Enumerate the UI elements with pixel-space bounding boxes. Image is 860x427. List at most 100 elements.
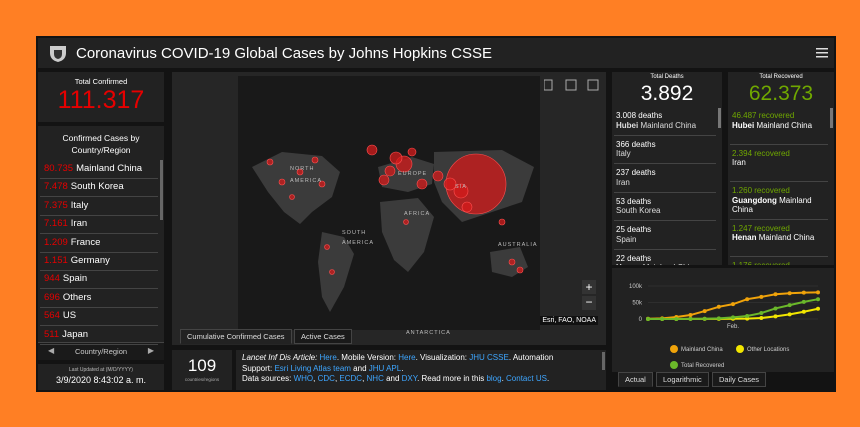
info-link[interactable]: Esri Living Atlas team bbox=[274, 363, 351, 373]
country-row[interactable]: 1.151 Germany bbox=[40, 252, 158, 271]
recovered-count-line: 1.247 recovered bbox=[732, 224, 826, 234]
prev-button[interactable]: ◀ bbox=[48, 346, 55, 355]
recovered-row[interactable]: 2.394 recovered Iran bbox=[730, 146, 828, 182]
data-point bbox=[731, 315, 735, 320]
deaths-region: Mainland China bbox=[640, 120, 697, 130]
country-name: Germany bbox=[70, 255, 110, 266]
countries-count: 109 countries/regions bbox=[172, 350, 232, 390]
info-link[interactable]: JHU CSSE bbox=[469, 353, 509, 362]
deaths-region: Mainland China bbox=[643, 263, 699, 265]
recovered-place-line: Henan Mainland China bbox=[732, 233, 826, 243]
data-point bbox=[787, 312, 792, 317]
country-row[interactable]: 1.209 France bbox=[40, 234, 158, 253]
data-point bbox=[716, 316, 721, 321]
confirmed-list-title: Confirmed Cases by Country/Region bbox=[62, 133, 140, 155]
confirmed-list: Confirmed Cases by Country/Region ◀ Coun… bbox=[38, 126, 164, 360]
map-tab[interactable]: Active Cases bbox=[294, 329, 352, 344]
info-link[interactable]: blog bbox=[486, 374, 502, 383]
deaths-count: 22 deaths bbox=[616, 253, 652, 263]
total-confirmed-value: 111.317 bbox=[57, 86, 145, 114]
deaths-place-line: Italy bbox=[616, 149, 714, 159]
deaths-row[interactable]: 3.008 deaths Hubei Mainland China bbox=[614, 108, 716, 136]
deaths-count: 237 deaths bbox=[616, 168, 656, 177]
country-count: 7.478 bbox=[44, 181, 68, 193]
map-label: SOUTH bbox=[342, 230, 366, 236]
legend-swatch bbox=[670, 345, 678, 353]
map-label: AMERICA bbox=[290, 178, 322, 184]
recovered-row[interactable]: 1.260 recovered Guangdong Mainland China bbox=[730, 183, 828, 220]
chart-tab[interactable]: Logarithmic bbox=[656, 372, 709, 387]
deaths-count: 366 deaths bbox=[616, 139, 656, 149]
country-row[interactable]: 511 Japan bbox=[40, 326, 158, 345]
country-row[interactable]: 696 Others bbox=[40, 289, 158, 308]
zoom-out[interactable]: − bbox=[582, 296, 596, 310]
info-link[interactable]: ECDC bbox=[339, 374, 363, 383]
country-count: 564 bbox=[44, 310, 60, 322]
data-point bbox=[759, 316, 764, 321]
recovered-unit: recovered bbox=[754, 186, 790, 195]
recovered-count: 1.247 bbox=[732, 223, 753, 233]
chart-tab[interactable]: Actual bbox=[618, 372, 653, 387]
deaths-row[interactable]: 22 deathsHenan Mainland China bbox=[614, 251, 716, 266]
info-line: Lancet Inf Dis Article: Here. Mobile Ver… bbox=[242, 353, 600, 364]
info-link[interactable]: NHC bbox=[366, 374, 384, 383]
map-label: NORTH bbox=[290, 166, 314, 172]
recovered-count: 2.394 bbox=[732, 148, 753, 158]
country-row[interactable]: 80.735 Mainland China bbox=[40, 160, 158, 179]
deaths-row[interactable]: 237 deaths Iran bbox=[614, 165, 716, 193]
recovered-region: Mainland China bbox=[758, 233, 815, 242]
recovered-place: Guangdong bbox=[732, 195, 777, 205]
data-point bbox=[759, 294, 764, 299]
deaths-row[interactable]: 366 deaths Italy bbox=[614, 137, 716, 164]
y-tick-label: 0 bbox=[639, 317, 643, 323]
deaths-row[interactable]: 25 deaths Spain bbox=[614, 222, 716, 250]
data-point bbox=[731, 302, 735, 307]
recovered-row[interactable]: 1.176 recoveredZhejiang Mainland China bbox=[730, 258, 828, 265]
info-link[interactable]: CDC bbox=[317, 374, 335, 383]
country-row[interactable]: 564 US bbox=[40, 307, 158, 327]
recovered-unit: recovered bbox=[754, 261, 790, 265]
info-text: Lancet Inf Dis Article: bbox=[242, 353, 320, 362]
map-tools[interactable] bbox=[544, 78, 600, 92]
deaths-count: 25 deaths bbox=[616, 225, 652, 234]
info-link[interactable]: Here bbox=[398, 353, 416, 362]
info-link[interactable]: Here bbox=[319, 353, 337, 362]
map-label: EUROPE bbox=[398, 171, 427, 177]
chart: 100k 50k 0 Feb. Mainland China Other Location… bbox=[629, 284, 820, 369]
chart-tab[interactable]: Daily Cases bbox=[712, 372, 767, 387]
map-label: SIA bbox=[455, 184, 467, 190]
info-link[interactable]: Contact US bbox=[506, 374, 547, 383]
recovered-value: 62.373 bbox=[748, 82, 814, 105]
country-row[interactable]: 7.375 Italy bbox=[40, 197, 158, 216]
recovered-row[interactable]: 46.487 recovered Hubei Mainland China bbox=[730, 108, 828, 145]
deaths-count-line: 237 deaths bbox=[616, 168, 714, 178]
info-text: , bbox=[334, 374, 340, 383]
data-point bbox=[801, 309, 806, 314]
recovered-row[interactable]: 1.247 recovered Henan Mainland China bbox=[730, 221, 828, 257]
map-tab[interactable]: Cumulative Confirmed Cases bbox=[180, 329, 292, 344]
next-button[interactable]: ▶ bbox=[147, 346, 154, 355]
menu-button[interactable] bbox=[816, 47, 828, 59]
map-label: AUSTRALIA bbox=[498, 242, 538, 248]
y-tick-label: 50k bbox=[632, 301, 643, 307]
info-text: Data sources: bbox=[242, 374, 294, 383]
info-link[interactable]: WHO bbox=[293, 374, 314, 383]
data-point bbox=[787, 291, 792, 296]
map-label: AMERICA bbox=[342, 240, 374, 246]
recovered-count-line: 46.487 recovered bbox=[732, 111, 826, 121]
country-count: 1.209 bbox=[44, 236, 68, 248]
info-link[interactable]: JHU APL bbox=[368, 363, 402, 373]
zoom-in[interactable]: + bbox=[582, 280, 596, 294]
country-row[interactable]: 7.161 Iran bbox=[40, 215, 158, 235]
deaths-panel: Total Deaths 3.892 3.008 deaths Hubei Mai… bbox=[612, 72, 722, 265]
deaths-region: South Korea bbox=[616, 206, 661, 215]
country-row[interactable]: 944 Spain bbox=[40, 270, 158, 290]
recovered-place-line: Hubei Mainland China bbox=[732, 121, 826, 131]
country-row[interactable]: 7.478 South Korea bbox=[40, 178, 158, 198]
deaths-row[interactable]: 53 deaths South Korea bbox=[614, 194, 716, 221]
country-count: 944 bbox=[44, 273, 60, 285]
info-link[interactable]: DXY bbox=[401, 374, 418, 383]
country-name: Spain bbox=[62, 273, 88, 285]
deaths-place: Henan bbox=[616, 263, 640, 265]
country-count: 80.735 bbox=[44, 163, 74, 174]
